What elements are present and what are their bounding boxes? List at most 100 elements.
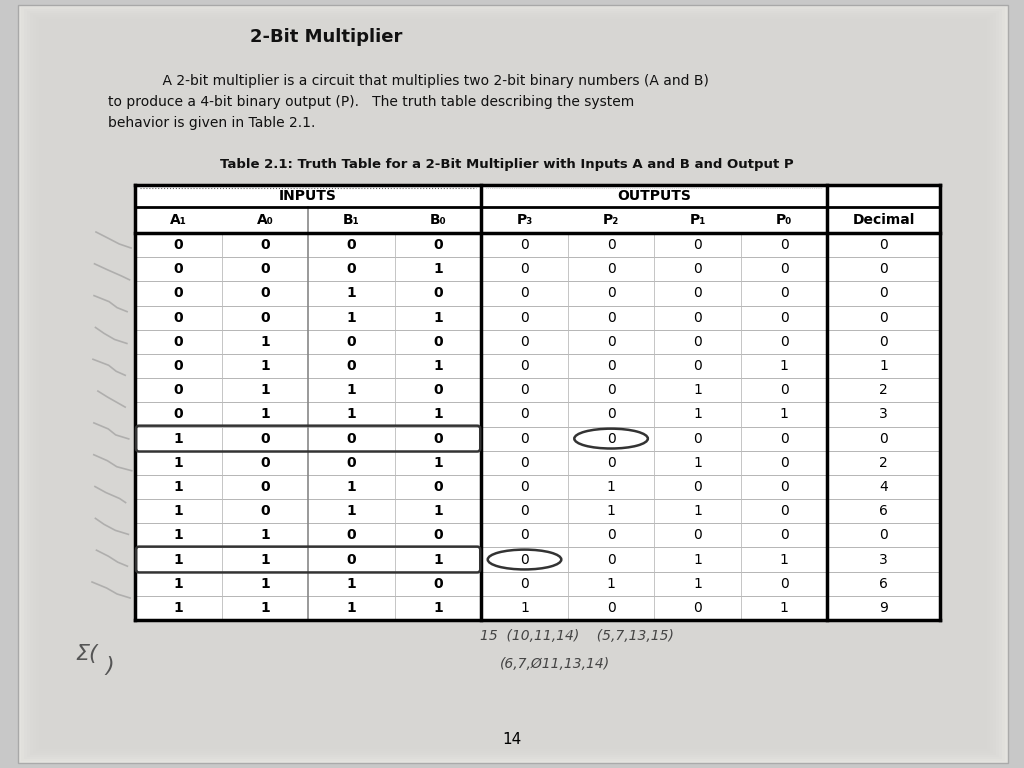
- Text: 4: 4: [880, 480, 888, 494]
- Text: 0: 0: [346, 528, 356, 542]
- Text: 0: 0: [346, 455, 356, 470]
- Text: 1: 1: [173, 601, 183, 615]
- Text: 0: 0: [606, 528, 615, 542]
- Text: 1: 1: [260, 528, 269, 542]
- Text: 0: 0: [606, 263, 615, 276]
- Text: P₀: P₀: [776, 213, 793, 227]
- Text: behavior is given in Table 2.1.: behavior is given in Table 2.1.: [108, 116, 315, 130]
- Text: 0: 0: [433, 286, 442, 300]
- Text: 1: 1: [260, 407, 269, 422]
- Text: 1: 1: [433, 311, 442, 325]
- FancyBboxPatch shape: [18, 5, 1008, 763]
- Text: 0: 0: [880, 528, 888, 542]
- Text: 0: 0: [880, 335, 888, 349]
- Text: 0: 0: [520, 263, 528, 276]
- Text: to produce a 4-bit binary output (P).   The truth table describing the system: to produce a 4-bit binary output (P). Th…: [108, 95, 634, 109]
- Text: 2-Bit Multiplier: 2-Bit Multiplier: [250, 28, 402, 46]
- Text: 0: 0: [606, 407, 615, 422]
- Text: 1: 1: [173, 528, 183, 542]
- Text: 0: 0: [693, 359, 702, 373]
- Text: 1: 1: [260, 359, 269, 373]
- Text: 0: 0: [173, 359, 183, 373]
- Text: 1: 1: [433, 552, 442, 567]
- Text: 1: 1: [693, 577, 702, 591]
- Text: 0: 0: [780, 238, 788, 252]
- Text: 0: 0: [173, 335, 183, 349]
- Text: 0: 0: [520, 480, 528, 494]
- Text: 1: 1: [693, 455, 702, 470]
- Text: 1: 1: [779, 407, 788, 422]
- Text: 0: 0: [520, 286, 528, 300]
- Text: 0: 0: [780, 504, 788, 518]
- Text: 0: 0: [173, 263, 183, 276]
- Text: 0: 0: [693, 238, 702, 252]
- Text: 0: 0: [880, 238, 888, 252]
- Text: 0: 0: [780, 577, 788, 591]
- Text: 0: 0: [433, 432, 442, 445]
- Text: 0: 0: [606, 311, 615, 325]
- Text: 1: 1: [173, 552, 183, 567]
- Text: 0: 0: [173, 238, 183, 252]
- Text: 1: 1: [433, 263, 442, 276]
- Text: 1: 1: [173, 577, 183, 591]
- Text: 1: 1: [346, 286, 356, 300]
- Text: 0: 0: [260, 311, 269, 325]
- Text: 9: 9: [880, 601, 888, 615]
- Text: 0: 0: [173, 383, 183, 397]
- Text: 0: 0: [346, 432, 356, 445]
- Text: 3: 3: [880, 407, 888, 422]
- Text: 0: 0: [880, 432, 888, 445]
- Text: 1: 1: [693, 383, 702, 397]
- Text: 0: 0: [260, 238, 269, 252]
- Text: 0: 0: [433, 480, 442, 494]
- Text: P₃: P₃: [516, 213, 532, 227]
- Text: INPUTS: INPUTS: [280, 189, 337, 203]
- Text: 0: 0: [173, 311, 183, 325]
- Text: 0: 0: [520, 504, 528, 518]
- Text: 0: 0: [173, 286, 183, 300]
- Text: 1: 1: [433, 455, 442, 470]
- Text: Table 2.1: Truth Table for a 2-Bit Multiplier with Inputs A and B and Output P: Table 2.1: Truth Table for a 2-Bit Multi…: [220, 158, 794, 171]
- Text: 0: 0: [780, 480, 788, 494]
- Text: 1: 1: [779, 359, 788, 373]
- Text: 0: 0: [520, 432, 528, 445]
- Text: 0: 0: [780, 432, 788, 445]
- Text: 0: 0: [606, 601, 615, 615]
- Text: 0: 0: [693, 480, 702, 494]
- Text: 1: 1: [260, 601, 269, 615]
- Text: 0: 0: [780, 383, 788, 397]
- Text: 0: 0: [520, 407, 528, 422]
- Text: 0: 0: [606, 455, 615, 470]
- Text: A 2-bit multiplier is a circuit that multiplies two 2-bit binary numbers (A and : A 2-bit multiplier is a circuit that mul…: [145, 74, 709, 88]
- Text: 1: 1: [173, 455, 183, 470]
- Text: 1: 1: [173, 480, 183, 494]
- Text: B₀: B₀: [430, 213, 446, 227]
- Text: 1: 1: [433, 407, 442, 422]
- Text: 0: 0: [780, 311, 788, 325]
- Text: 1: 1: [779, 601, 788, 615]
- Text: 1: 1: [346, 311, 356, 325]
- Text: 0: 0: [780, 528, 788, 542]
- Text: 15  (10,11,14)    (5,7,13,15): 15 (10,11,14) (5,7,13,15): [480, 629, 674, 643]
- Text: Σ(: Σ(: [75, 644, 97, 664]
- Text: P₂: P₂: [603, 213, 620, 227]
- Text: 0: 0: [260, 286, 269, 300]
- Text: 0: 0: [693, 601, 702, 615]
- Text: 0: 0: [260, 480, 269, 494]
- Text: 0: 0: [520, 577, 528, 591]
- Text: 0: 0: [520, 335, 528, 349]
- Text: 0: 0: [520, 455, 528, 470]
- Text: 0: 0: [606, 432, 615, 445]
- Text: 0: 0: [693, 286, 702, 300]
- Text: 1: 1: [779, 552, 788, 567]
- Text: 1: 1: [173, 432, 183, 445]
- Text: 1: 1: [606, 577, 615, 591]
- Text: 0: 0: [520, 238, 528, 252]
- Text: 0: 0: [606, 383, 615, 397]
- Text: 1: 1: [260, 577, 269, 591]
- Text: 1: 1: [260, 335, 269, 349]
- Text: 1: 1: [346, 504, 356, 518]
- Text: Decimal: Decimal: [853, 213, 914, 227]
- Text: 1: 1: [346, 577, 356, 591]
- Text: 0: 0: [880, 263, 888, 276]
